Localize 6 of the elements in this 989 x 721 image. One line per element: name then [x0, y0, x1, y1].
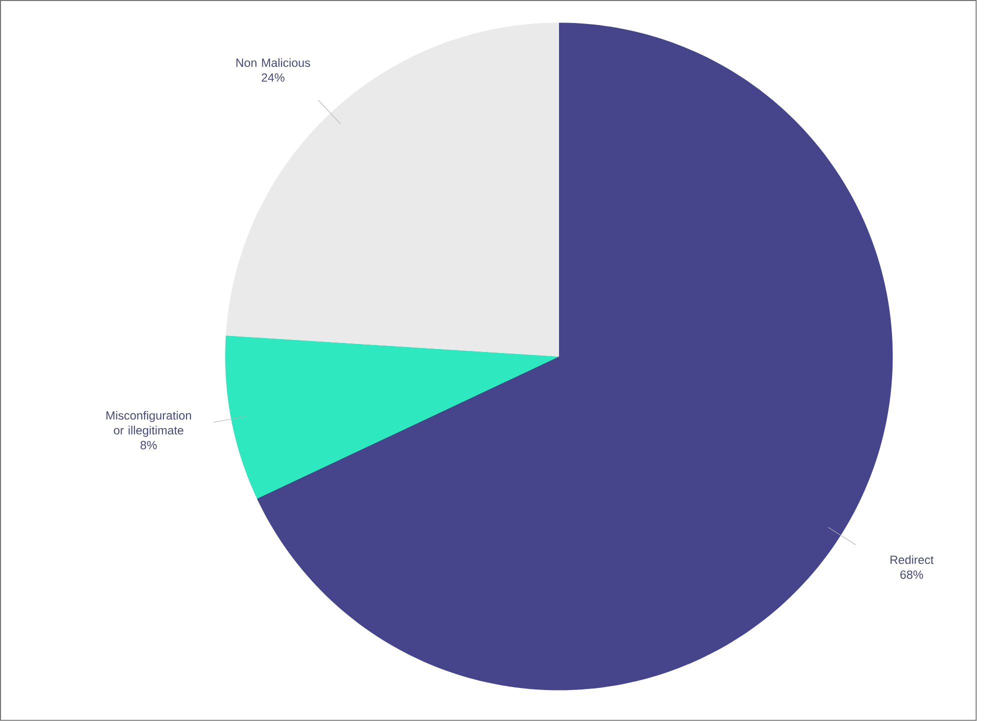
slice-label: Non Malicious [236, 58, 310, 67]
slice-label: Misconfiguration or illegitimate [106, 411, 191, 437]
data-label: 8% [140, 440, 157, 450]
slice-label: Redirect [890, 555, 934, 564]
data-label: 24% [262, 73, 284, 82]
data-label: 68% [900, 570, 924, 579]
